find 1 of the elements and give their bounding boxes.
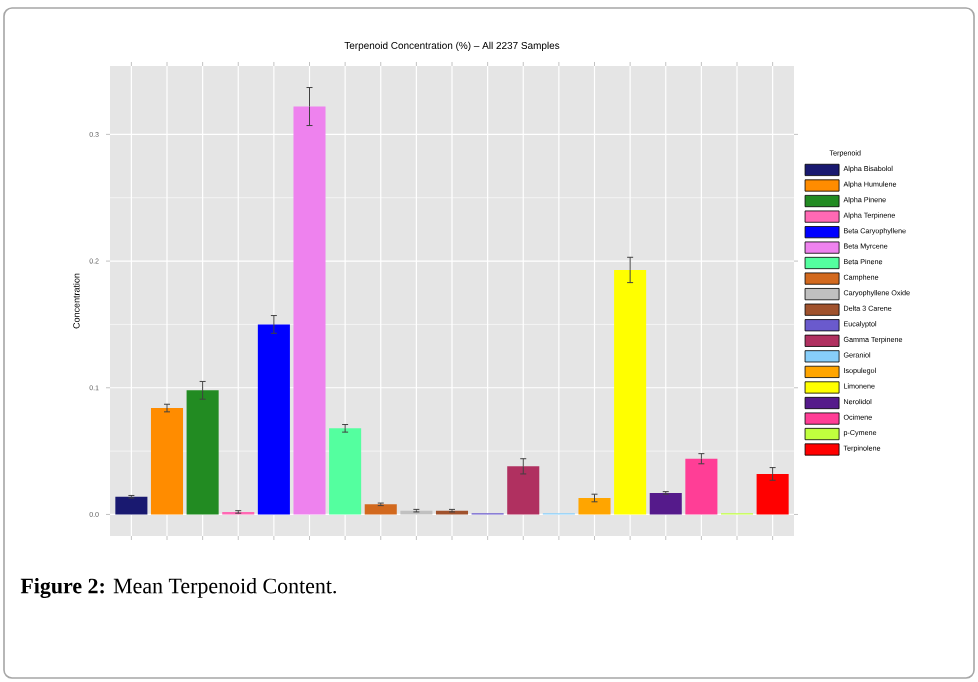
text: Figure 2: Mean Terpenoid Content. <box>20 578 336 599</box>
